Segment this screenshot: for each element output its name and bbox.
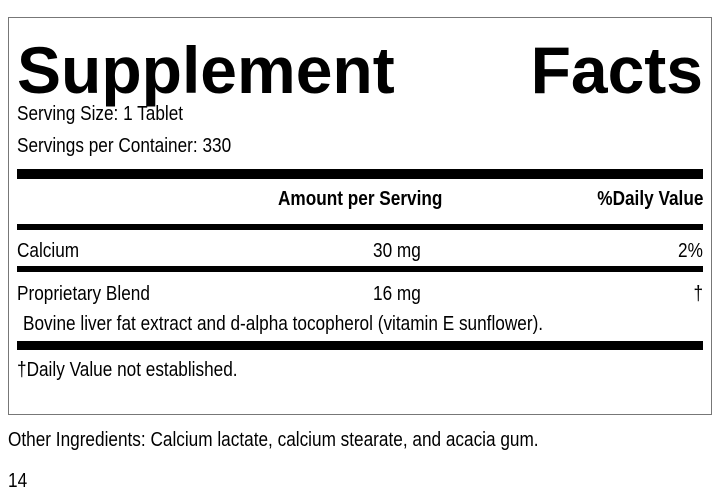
supplement-facts-panel: Supplement Facts Serving Size: 1 Tablet … — [8, 17, 712, 415]
divider-row — [17, 266, 703, 272]
row-dv-calcium: 2% — [678, 240, 703, 262]
servings-per-container: Servings per Container: 330 — [17, 135, 232, 157]
other-ingredients: Other Ingredients: Calcium lactate, calc… — [8, 429, 539, 451]
row-name-calcium: Calcium — [17, 240, 80, 262]
divider-thick — [17, 169, 703, 179]
title-word-1: Supplement — [17, 33, 395, 107]
panel-title: Supplement Facts — [17, 32, 703, 108]
column-header-amount: Amount per Serving — [278, 188, 443, 210]
column-header-daily-value: %Daily Value — [596, 188, 703, 210]
row-description-blend: Bovine liver fat extract and d-alpha toc… — [23, 313, 544, 335]
divider-medium — [17, 224, 703, 230]
row-name-blend: Proprietary Blend — [17, 283, 150, 305]
title-word-2: Facts — [530, 33, 703, 107]
row-amount-calcium: 30 mg — [373, 240, 421, 262]
footnote: †Daily Value not established. — [17, 359, 238, 381]
serving-size: Serving Size: 1 Tablet — [17, 103, 184, 125]
divider-thick-bottom — [17, 341, 703, 350]
row-dv-blend: † — [693, 283, 703, 305]
row-amount-blend: 16 mg — [373, 283, 421, 305]
page-number: 14 — [8, 470, 28, 492]
